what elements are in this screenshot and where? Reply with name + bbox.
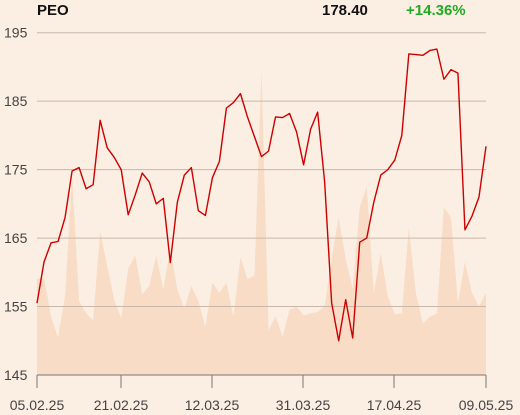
price-line <box>36 48 487 342</box>
x-tick-label-4: 17.04.25 <box>367 397 422 413</box>
y-tick-label-145: 145 <box>4 367 28 383</box>
ticker-symbol: PEO <box>37 2 69 19</box>
x-tick-label-0: 05.02.25 <box>10 397 65 413</box>
y-tick-label-175: 175 <box>4 162 28 178</box>
y-tick-label-185: 185 <box>4 93 28 109</box>
last-price: 178.40 <box>322 2 368 19</box>
y-tick-label-165: 165 <box>4 230 28 246</box>
x-tick-label-1: 21.02.25 <box>94 397 149 413</box>
price-change: +14.36% <box>406 2 466 19</box>
y-tick-label-195: 195 <box>4 25 28 41</box>
volume-area <box>37 70 486 375</box>
y-tick-label-155: 155 <box>4 299 28 315</box>
x-tick-label-2: 12.03.25 <box>185 397 240 413</box>
x-tick-label-5: 09.05.25 <box>459 397 514 413</box>
x-tick-label-3: 31.03.25 <box>276 397 331 413</box>
